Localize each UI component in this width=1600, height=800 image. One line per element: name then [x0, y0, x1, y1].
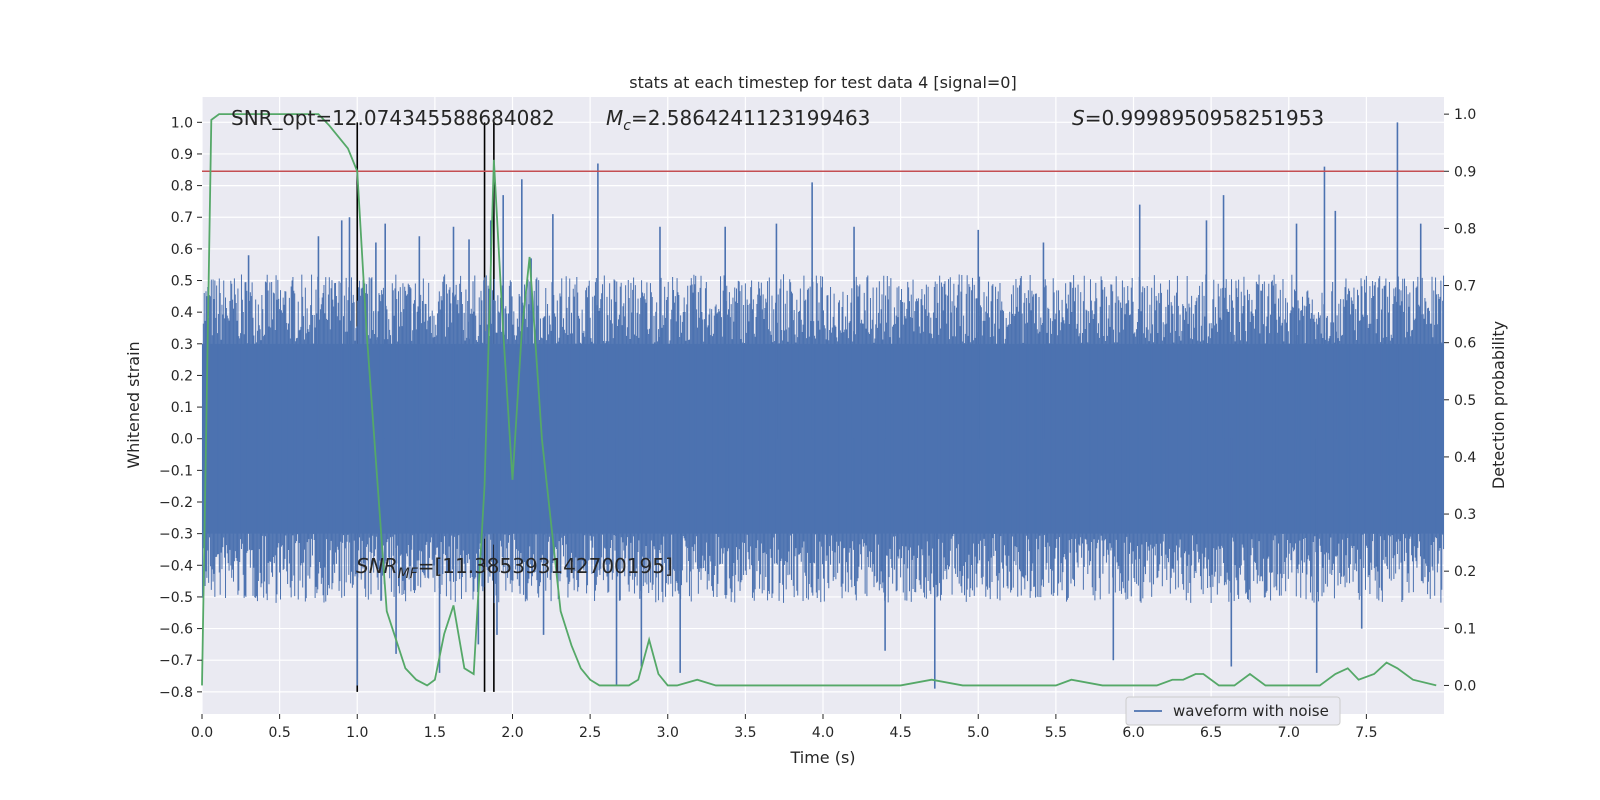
right-y-tick-label: 0.6	[1454, 336, 1476, 352]
right-y-tick-label: 0.7	[1454, 279, 1476, 295]
x-tick-label: 3.5	[734, 725, 756, 741]
chirp-mass-annotation: Mc=2.5864241123199463	[606, 106, 870, 134]
x-tick-label: 1.0	[346, 725, 368, 741]
left-y-tick-label: 0.8	[171, 179, 193, 195]
x-tick-label: 4.0	[812, 725, 834, 741]
snr-opt-annotation: SNR_opt=12.074345588684082	[231, 106, 555, 130]
left-y-tick-label: −0.5	[159, 590, 193, 606]
left-y-tick-label: 0.4	[171, 305, 193, 321]
left-y-tick-label: 0.7	[171, 210, 193, 226]
left-y-tick-label: −0.8	[159, 685, 193, 701]
right-y-tick-label: 0.5	[1454, 393, 1476, 409]
x-tick-label: 2.5	[579, 725, 601, 741]
left-y-tick-label: 0.9	[171, 147, 193, 163]
x-tick-label: 6.0	[1122, 725, 1144, 741]
snr-mf-annotation: SNRMF=[11.385393142700195]	[356, 554, 673, 582]
left-y-tick-label: −0.1	[159, 463, 193, 479]
x-tick-label: 7.0	[1278, 725, 1300, 741]
left-y-axis-ticks: −0.8 −0.7 −0.6 −0.5 −0.4 −0.3 −0.2 −0.1 0.0 0.1 0.…	[159, 115, 202, 701]
right-y-tick-label: 0.9	[1454, 164, 1476, 180]
legend: waveform with noise	[1125, 696, 1341, 726]
left-y-tick-label: −0.7	[159, 653, 193, 669]
x-tick-label: 5.0	[967, 725, 989, 741]
left-y-tick-label: 0.0	[171, 432, 193, 448]
left-y-tick-label: 1.0	[171, 115, 193, 131]
left-y-tick-label: 0.1	[171, 400, 193, 416]
detection-probability-line	[201, 113, 1437, 687]
legend-label: waveform with noise	[1173, 702, 1329, 720]
x-tick-label: 6.5	[1200, 725, 1222, 741]
right-y-axis-ticks: 0.0 0.1 0.2 0.3 0.4 0.5 0.6 0.7 0.8 0.9 1.0	[1444, 107, 1476, 694]
right-y-tick-label: 0.8	[1454, 221, 1476, 237]
x-tick-label: 4.5	[889, 725, 911, 741]
x-axis-label: Time (s)	[789, 748, 855, 767]
left-y-tick-label: −0.6	[159, 622, 193, 638]
x-tick-label: 5.5	[1045, 725, 1067, 741]
right-y-tick-label: 0.1	[1454, 621, 1476, 637]
left-y-tick-label: −0.2	[159, 495, 193, 511]
legend-box	[1125, 696, 1341, 726]
left-y-tick-label: −0.3	[159, 527, 193, 543]
x-axis-ticks: 0.0 0.5 1.0 1.5 2.0 2.5 3.0 3.5 4.0 4.5 5.0 5.5 6.0 6…	[191, 714, 1378, 741]
x-tick-label: 2.0	[501, 725, 523, 741]
s-annotation: S=0.9998950958251953	[1072, 106, 1324, 130]
x-tick-label: 3.0	[657, 725, 679, 741]
right-y-tick-label: 0.2	[1454, 564, 1476, 580]
left-y-axis-label: Whitened strain	[124, 341, 143, 468]
right-y-tick-label: 1.0	[1454, 107, 1476, 123]
left-y-tick-label: 0.5	[171, 274, 193, 290]
left-y-tick-label: −0.4	[159, 558, 193, 574]
right-y-tick-label: 0.3	[1454, 507, 1476, 523]
left-y-tick-label: 0.6	[171, 242, 193, 258]
right-y-tick-label: 0.4	[1454, 450, 1476, 466]
waveform-series	[201, 122, 1445, 689]
left-y-tick-label: 0.2	[171, 368, 193, 384]
right-y-tick-label: 0.0	[1454, 678, 1476, 694]
right-y-axis-label: Detection probability	[1489, 321, 1508, 489]
x-tick-label: 7.5	[1355, 725, 1377, 741]
left-y-tick-label: 0.3	[171, 337, 193, 353]
x-tick-label: 1.5	[424, 725, 446, 741]
chart-title: stats at each timestep for test data 4 […	[629, 73, 1016, 92]
x-tick-label: 0.0	[191, 725, 213, 741]
x-tick-label: 0.5	[268, 725, 290, 741]
